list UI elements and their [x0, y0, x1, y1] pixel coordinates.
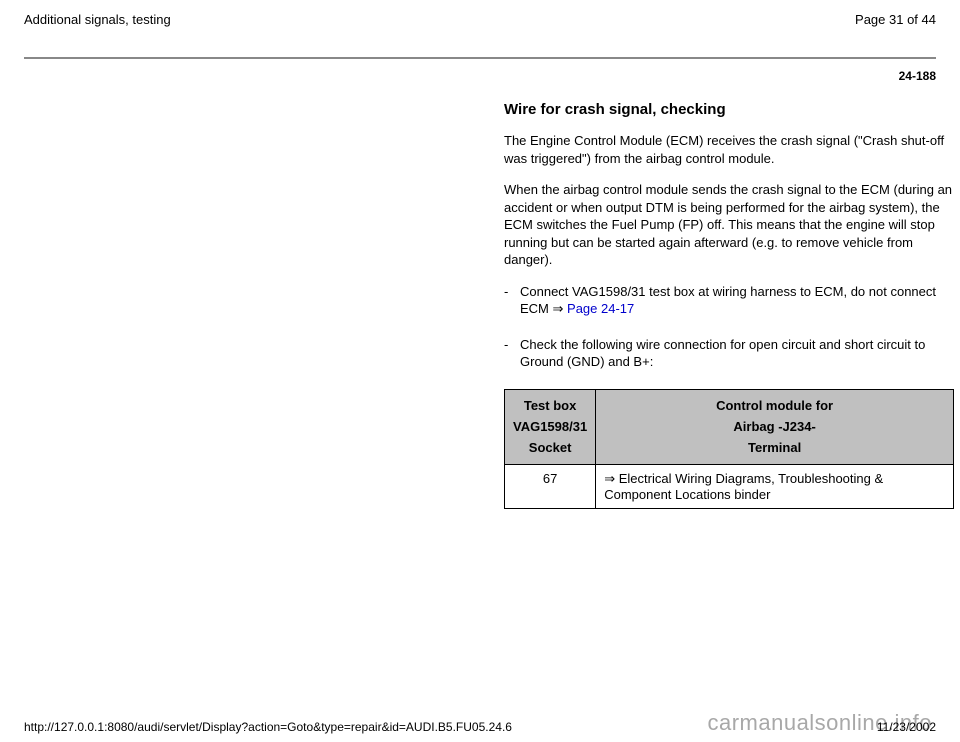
- paragraph-1: The Engine Control Module (ECM) receives…: [504, 132, 954, 167]
- section-title: Wire for crash signal, checking: [504, 101, 954, 118]
- paragraph-2: When the airbag control module sends the…: [504, 181, 954, 269]
- bullet-dash: -: [504, 336, 520, 371]
- header-row: Additional signals, testing Page 31 of 4…: [24, 12, 936, 27]
- th-col1-line2: VAG1598/31: [513, 417, 587, 438]
- connection-table: Test box VAG1598/31 Socket Control modul…: [504, 389, 954, 509]
- th-col1-line1: Test box: [513, 396, 587, 417]
- footer-url: http://127.0.0.1:8080/audi/servlet/Displ…: [24, 720, 512, 734]
- footer: http://127.0.0.1:8080/audi/servlet/Displ…: [24, 720, 936, 734]
- table-cell-terminal-text: Electrical Wiring Diagrams, Troubleshoot…: [604, 471, 883, 502]
- content-area: Wire for crash signal, checking The Engi…: [504, 101, 954, 509]
- footer-date: 11/23/2002: [877, 720, 936, 734]
- divider: [24, 57, 936, 59]
- arrow-icon: ⇒: [553, 301, 564, 316]
- table-cell-socket: 67: [505, 465, 596, 509]
- bullet-1-text: Connect VAG1598/31 test box at wiring ha…: [520, 283, 954, 318]
- header-right: Page 31 of 44: [855, 12, 936, 27]
- th-col1-line3: Socket: [513, 438, 587, 459]
- table-row: 67 ⇒ Electrical Wiring Diagrams, Trouble…: [505, 465, 954, 509]
- bullet-1: - Connect VAG1598/31 test box at wiring …: [504, 283, 954, 318]
- bullet-dash: -: [504, 283, 520, 318]
- table-header-col1: Test box VAG1598/31 Socket: [505, 390, 596, 465]
- page-link[interactable]: Page 24-17: [563, 301, 634, 316]
- th-col2-line1: Control module for: [604, 396, 945, 417]
- page-code: 24-188: [24, 69, 936, 83]
- th-col2-line3: Terminal: [604, 438, 945, 459]
- page-container: Additional signals, testing Page 31 of 4…: [0, 0, 960, 742]
- bullet-2-text: Check the following wire connection for …: [520, 336, 954, 371]
- th-col2-line2: Airbag -J234-: [604, 417, 945, 438]
- table-cell-terminal: ⇒ Electrical Wiring Diagrams, Troublesho…: [596, 465, 954, 509]
- header-left: Additional signals, testing: [24, 12, 171, 27]
- table-header-row: Test box VAG1598/31 Socket Control modul…: [505, 390, 954, 465]
- table-header-col2: Control module for Airbag -J234- Termina…: [596, 390, 954, 465]
- arrow-icon: ⇒: [604, 471, 615, 486]
- bullet-2: - Check the following wire connection fo…: [504, 336, 954, 371]
